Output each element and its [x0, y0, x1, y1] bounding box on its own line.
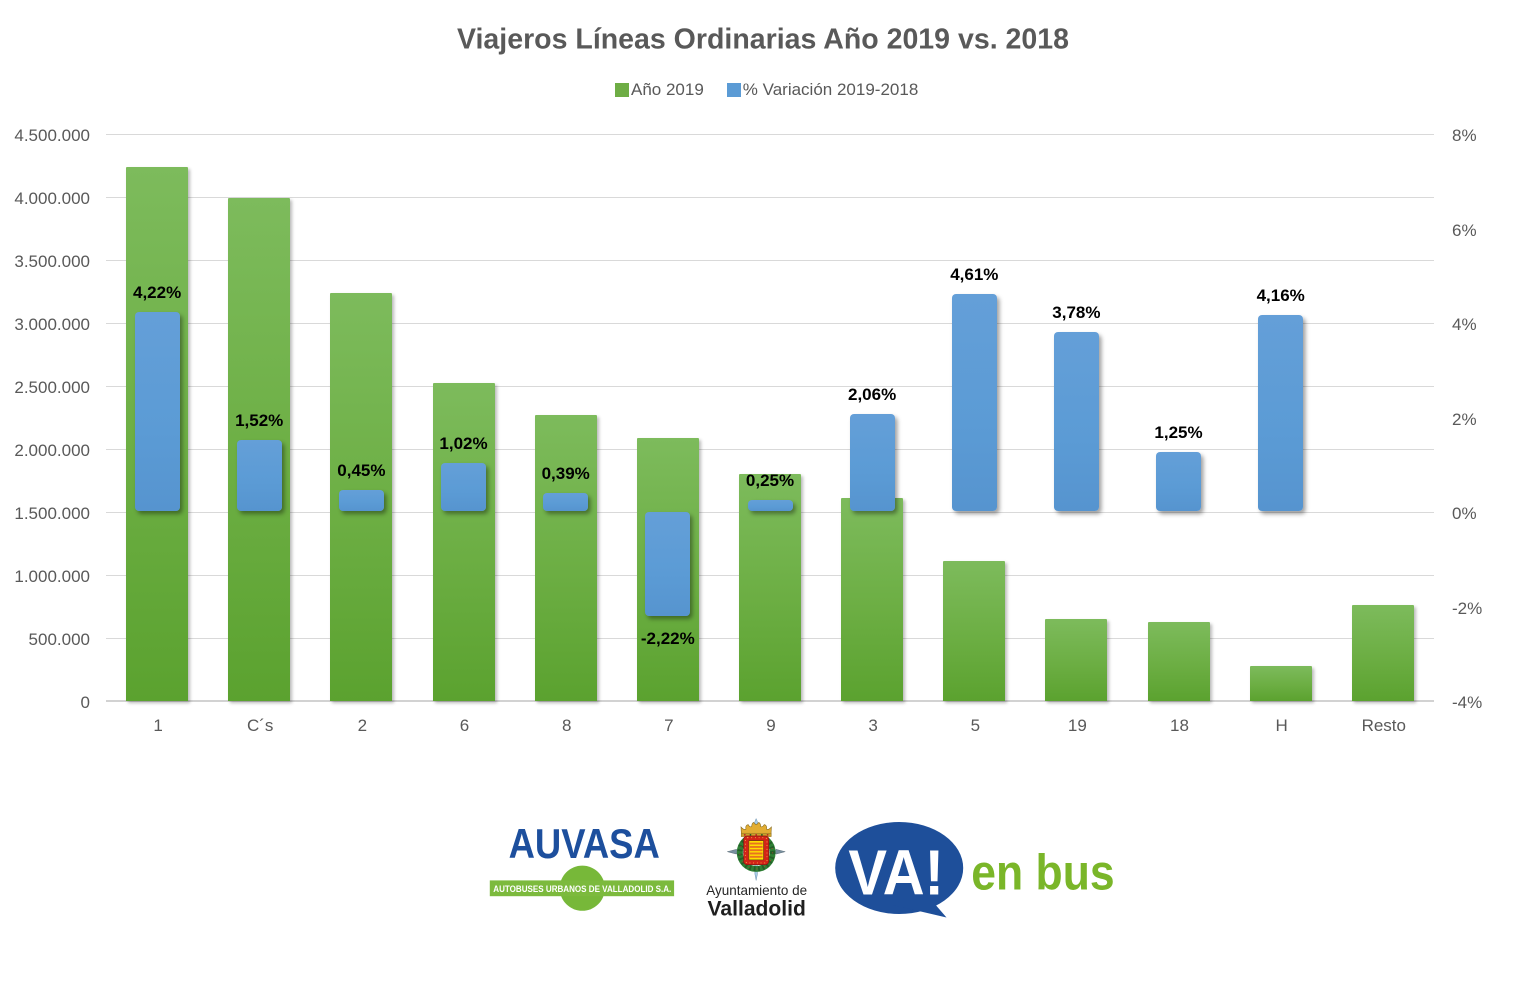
svg-text:Viajeros Líneas Ordinarias Año: Viajeros Líneas Ordinarias Año 2019 vs. …	[457, 24, 1069, 56]
svg-text:AUTOBUSES URBANOS DE VALLADOLI: AUTOBUSES URBANOS DE VALLADOLID S.A.	[493, 884, 671, 894]
svg-text:AUVASA: AUVASA	[509, 820, 660, 867]
svg-text:en bus: en bus	[971, 844, 1114, 900]
svg-text:VA!: VA!	[848, 836, 944, 908]
svg-text:Valladolid: Valladolid	[708, 896, 806, 920]
svg-text:Ayuntamiento de: Ayuntamiento de	[706, 882, 807, 898]
